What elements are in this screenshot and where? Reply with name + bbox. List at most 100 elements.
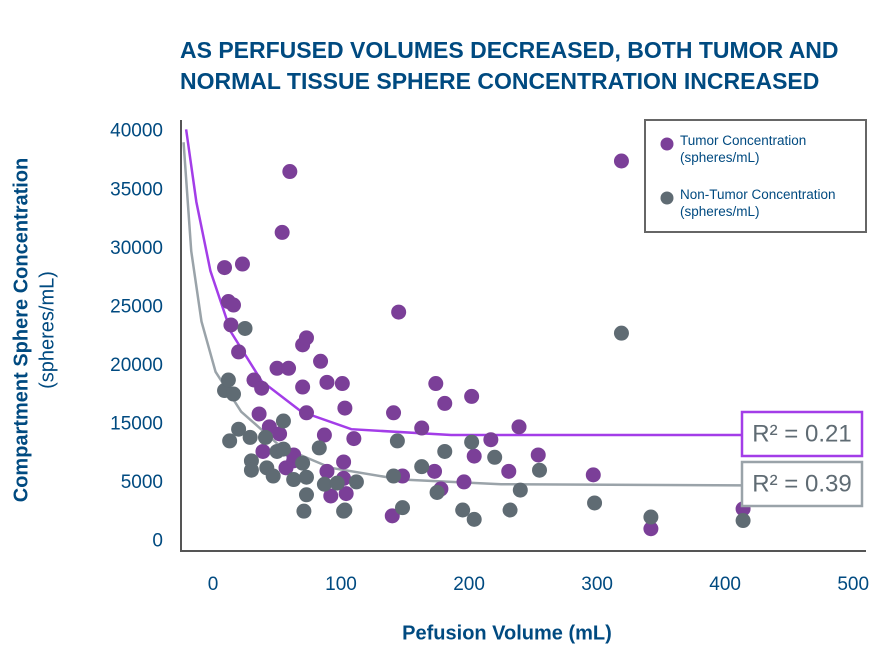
- scatter-point: [464, 434, 480, 450]
- scatter-point: [334, 376, 350, 392]
- legend-marker: [660, 137, 674, 151]
- scatter-point: [643, 509, 659, 525]
- scatter-point: [295, 379, 311, 395]
- scatter-point: [384, 508, 400, 524]
- scatter-point: [613, 153, 629, 169]
- x-tick-label: 300: [581, 574, 613, 595]
- x-tick-label: 100: [325, 574, 357, 595]
- y-tick-label: 0: [152, 531, 163, 552]
- scatter-point: [455, 502, 471, 518]
- title-line: AS PERFUSED VOLUMES DECREASED, BOTH TUMO…: [180, 37, 839, 63]
- scatter-point: [298, 405, 314, 421]
- scatter-point: [386, 405, 402, 421]
- scatter-point: [428, 376, 444, 392]
- scatter-point: [329, 475, 345, 491]
- scatter-point: [258, 429, 274, 445]
- scatter-point: [272, 426, 288, 442]
- scatter-point: [437, 443, 453, 459]
- scatter-point: [237, 320, 253, 336]
- scatter-point: [585, 467, 601, 483]
- scatter-point: [217, 260, 233, 276]
- scatter-point: [427, 463, 443, 479]
- scatter-point: [483, 432, 499, 448]
- scatter-point: [386, 468, 402, 484]
- scatter-point: [437, 395, 453, 411]
- scatter-point: [223, 317, 239, 333]
- y-tick-label: 20000: [110, 355, 163, 376]
- scatter-point: [414, 459, 430, 475]
- scatter-point: [311, 440, 327, 456]
- scatter-point: [295, 455, 311, 471]
- scatter-point: [225, 386, 241, 402]
- scatter-point: [286, 472, 302, 488]
- legend-label: Non-Tumor Concentration (spheres/mL): [680, 187, 836, 219]
- scatter-point: [395, 500, 411, 516]
- scatter-point: [319, 463, 335, 479]
- scatter-point: [316, 427, 332, 443]
- y-axis-label: (spheres/mL): [36, 271, 58, 389]
- scatter-point: [613, 325, 629, 341]
- scatter-point: [296, 503, 312, 519]
- scatter-point: [275, 413, 291, 429]
- scatter-point: [265, 468, 281, 484]
- scatter-point: [298, 469, 314, 485]
- scatter-point: [336, 454, 352, 470]
- scatter-point: [274, 224, 290, 240]
- scatter-point: [298, 330, 314, 346]
- scatter-point: [348, 474, 364, 490]
- legend: [644, 119, 867, 233]
- scatter-point: [532, 462, 548, 478]
- fit-label: R² = 0.21: [752, 420, 851, 447]
- scatter-point: [225, 297, 241, 313]
- scatter-point: [254, 380, 270, 396]
- scatter-point: [643, 521, 659, 537]
- scatter-point: [220, 372, 236, 388]
- scatter-point: [243, 462, 259, 478]
- x-tick-label: 500: [837, 574, 869, 595]
- scatter-point: [255, 443, 271, 459]
- scatter-point: [323, 488, 339, 504]
- y-tick-label: 35000: [110, 179, 163, 200]
- legend-marker: [660, 191, 674, 205]
- scatter-point: [587, 495, 603, 511]
- scatter-point: [456, 474, 472, 490]
- scatter-point: [316, 476, 332, 492]
- scatter-point: [231, 344, 247, 360]
- fit-label-box: [740, 410, 864, 458]
- x-tick-label: 400: [709, 574, 741, 595]
- scatter-point: [338, 486, 354, 502]
- scatter-point: [282, 164, 298, 180]
- y-tick-label: 40000: [110, 121, 163, 142]
- scatter-point: [429, 484, 445, 500]
- scatter-point: [511, 419, 527, 435]
- scatter-point: [275, 441, 291, 457]
- scatter-point: [389, 433, 405, 449]
- fit-label: R² = 0.39: [752, 470, 851, 497]
- x-tick-label: 200: [453, 574, 485, 595]
- scatter-point: [501, 463, 517, 479]
- fit-curve: [182, 142, 742, 487]
- scatter-point: [337, 400, 353, 416]
- scatter-point: [487, 449, 503, 465]
- y-tick-label: 25000: [110, 296, 163, 317]
- scatter-point: [251, 406, 267, 422]
- scatter-point: [319, 374, 335, 390]
- scatter-point: [269, 360, 285, 376]
- y-tick-label: 5000: [121, 472, 163, 493]
- scatter-point: [464, 388, 480, 404]
- fit-label-box: [740, 460, 864, 508]
- y-tick-label: 15000: [110, 414, 163, 435]
- y-axis-label: Compartment Sphere Concentration: [10, 158, 32, 502]
- scatter-point: [336, 503, 352, 519]
- scatter-point: [346, 431, 362, 447]
- scatter-point: [735, 513, 751, 529]
- scatter-point: [466, 448, 482, 464]
- x-tick-label: 0: [208, 574, 219, 595]
- scatter-point: [281, 360, 297, 376]
- x-axis-label: Pefusion Volume (mL): [402, 622, 612, 644]
- scatter-point: [530, 447, 546, 463]
- y-tick-label: 30000: [110, 238, 163, 259]
- scatter-point: [466, 511, 482, 527]
- scatter-point: [231, 421, 247, 437]
